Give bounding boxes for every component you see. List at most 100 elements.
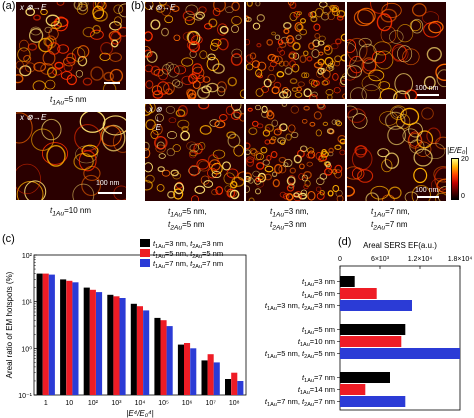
hotspot-ring	[279, 191, 287, 198]
hotspot-ring	[248, 127, 258, 136]
hotspot-ring	[274, 163, 283, 174]
hotspot-ring	[165, 106, 176, 114]
hotspot-ring	[276, 71, 285, 78]
hotspot-ring	[426, 47, 442, 62]
hotspot-ring	[92, 5, 105, 20]
hotspot-ring	[71, 47, 86, 62]
hotspot-ring	[391, 106, 405, 118]
hotspot-ring	[110, 31, 122, 45]
hotspot-ring	[72, 183, 95, 200]
hotspot-ring	[402, 128, 419, 143]
hotspot-ring	[300, 18, 306, 24]
hotspot-ring	[361, 75, 382, 92]
hotspot-ring	[261, 110, 270, 118]
hotspot-ring	[332, 73, 339, 81]
hotspot-ring	[299, 55, 307, 64]
hotspot-ring	[118, 3, 126, 18]
hotspot-ring	[33, 61, 47, 72]
hotspot-ring	[306, 56, 313, 62]
hotspot-ring	[282, 162, 289, 168]
hotspot-ring	[186, 141, 197, 151]
field-map-b-6: 100 nm	[347, 104, 446, 201]
hotspot-ring	[74, 124, 102, 152]
bar-2-7	[184, 343, 191, 395]
hotspot-ring	[347, 39, 357, 53]
hotspot-ring	[387, 125, 406, 146]
hotspot-ring	[246, 185, 251, 193]
hotspot-ring	[303, 105, 310, 111]
hotspot-ring	[273, 81, 282, 89]
hotspot-ring	[266, 109, 273, 117]
hotspot-ring	[301, 119, 308, 124]
y-axis-label: Areal ratio of EM hotspots (%)	[5, 271, 14, 378]
hotspot-ring	[163, 82, 175, 95]
hotspot-ring	[331, 6, 338, 13]
hotspot-ring	[150, 130, 159, 139]
hotspot-ring	[246, 142, 251, 150]
scale-bar-label: 100 nm	[415, 85, 439, 92]
hotspot-ring	[191, 195, 199, 201]
hotspot-ring	[313, 111, 322, 120]
hotspot-ring	[423, 76, 436, 90]
hotspot-ring	[368, 69, 385, 82]
hotspot-ring	[334, 144, 342, 150]
hotspot-ring	[313, 61, 323, 69]
hotspot-ring	[291, 131, 299, 139]
hotspot-ring	[273, 128, 282, 136]
hotspot-ring	[207, 154, 219, 166]
hotspot-ring	[424, 142, 446, 160]
hotspot-ring	[158, 153, 166, 159]
field-map-b-5	[246, 104, 345, 201]
hotspot-ring	[188, 93, 196, 99]
hotspot-ring	[303, 50, 309, 57]
hotspot-ring	[19, 39, 29, 52]
bar-1-5	[130, 303, 137, 395]
hotspot-ring	[181, 57, 194, 67]
bar-g2-2	[340, 336, 402, 347]
hotspot-ring	[16, 180, 44, 200]
hotspot-ring	[45, 14, 60, 27]
x-tick-label: 1	[44, 400, 48, 407]
hotspot-ring	[41, 118, 62, 141]
hotspot-ring	[222, 161, 231, 171]
chart-title: Areal SERS EF(a.u.)	[363, 241, 437, 250]
hotspot-ring	[358, 43, 378, 64]
hotspot-ring	[66, 52, 77, 64]
hotspot-ring	[309, 121, 316, 127]
hotspot-ring	[248, 197, 255, 201]
hotspot-ring	[335, 120, 342, 127]
hotspot-ring	[172, 144, 181, 152]
y-tick-label: t1Au=6 nm	[302, 289, 335, 300]
hotspot-ring	[287, 2, 294, 6]
hotspot-ring	[113, 4, 124, 14]
hotspot-ring	[229, 189, 240, 200]
polarization-indicator: x ⊗→E	[149, 3, 176, 12]
hotspot-ring	[82, 26, 96, 38]
hotspot-ring	[231, 2, 240, 12]
hotspot-ring	[157, 166, 165, 172]
hotspot-ring	[285, 193, 294, 201]
hotspot-ring	[214, 120, 226, 129]
hotspot-ring	[350, 87, 367, 99]
hotspot-ring	[322, 5, 331, 15]
hotspot-ring	[230, 111, 242, 120]
hotspot-ring	[202, 76, 211, 83]
hotspot-ring	[233, 108, 242, 119]
hotspot-ring	[352, 113, 368, 129]
hotspot-ring	[286, 184, 295, 192]
legend-swatch	[140, 259, 150, 267]
hotspot-ring	[332, 185, 340, 192]
hotspot-ring	[393, 90, 411, 99]
panel-a-letter: (a)	[2, 0, 16, 12]
hotspot-ring	[155, 113, 164, 123]
hotspot-ring	[274, 34, 281, 40]
hotspot-ring	[157, 68, 169, 81]
hotspot-ring	[296, 11, 302, 16]
bar-3-1	[48, 274, 55, 395]
hotspot-ring	[246, 38, 251, 46]
bar-g3-1	[340, 372, 390, 383]
hotspot-ring	[170, 169, 179, 177]
field-map-b-3: 100 nm	[347, 2, 446, 99]
hotspot-ring	[358, 37, 372, 48]
hotspot-ring	[324, 167, 333, 176]
